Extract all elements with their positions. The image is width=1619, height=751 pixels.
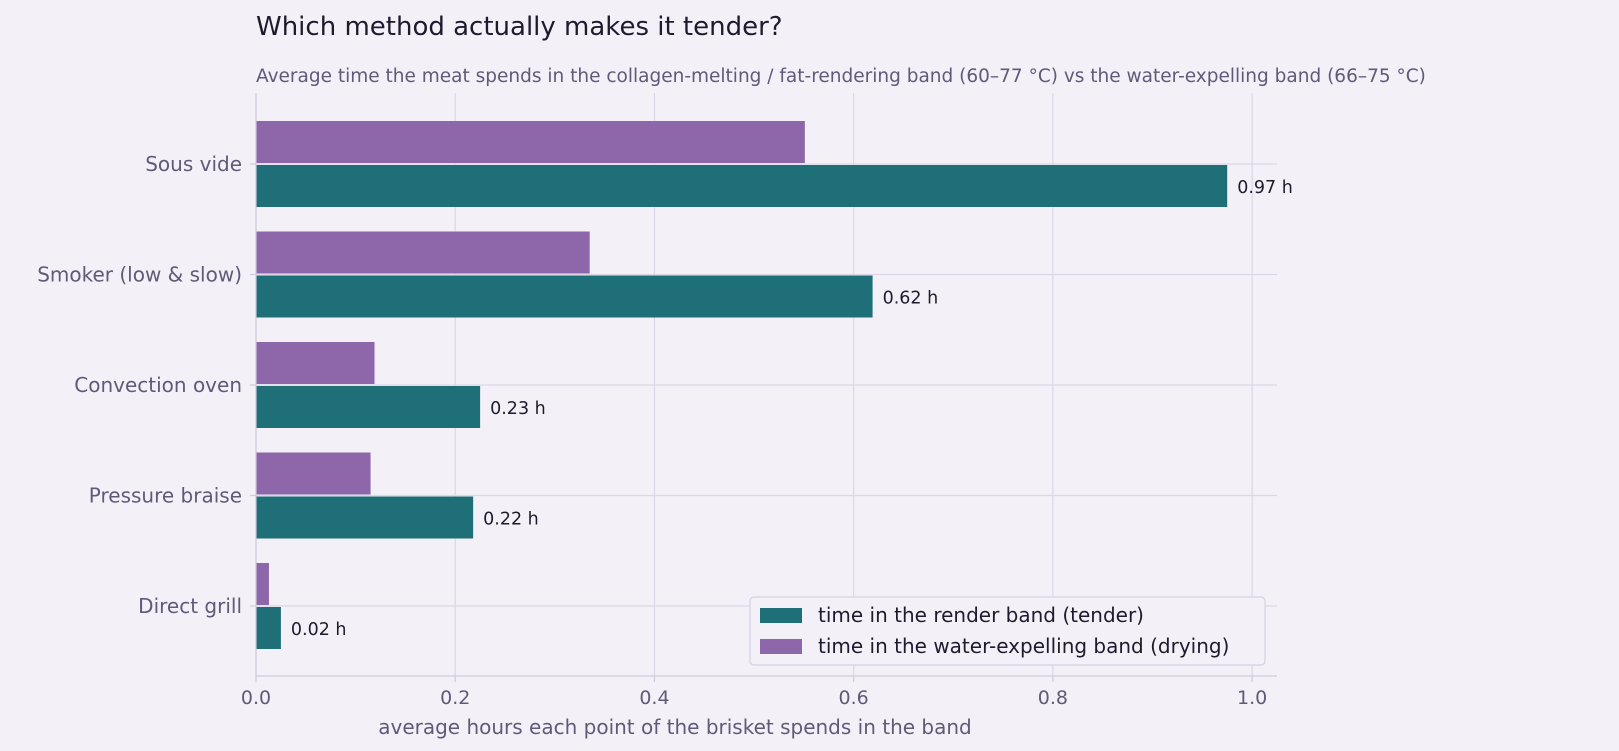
x-tick-label: 0.6 [839,687,869,709]
legend-swatch [760,608,802,623]
x-axis-label: average hours each point of the brisket … [378,715,972,739]
data-label: 0.02 h [291,620,347,640]
bar-drying [256,231,590,274]
data-label: 0.22 h [483,510,539,530]
data-label: 0.97 h [1237,178,1293,198]
bar-tender [256,607,281,649]
legend-swatch [760,639,802,654]
bar-drying [256,342,375,384]
legend: time in the render band (tender) time in … [749,596,1266,666]
category-label: Convection oven [74,373,242,397]
axes: 0.0 0.2 0.4 0.6 0.8 1.0 Sous vide Smoker (low &… [37,93,1277,709]
data-label: 0.23 h [490,399,546,419]
category-label: Direct grill [138,594,242,618]
data-labels: 0.97 h 0.62 h 0.23 h 0.22 h 0.02 h [291,178,1293,640]
bar-tender [256,386,481,428]
category-label: Sous vide [145,152,242,176]
x-tick-label: 0.0 [241,687,271,709]
bar-tender [256,496,474,539]
legend-entry: time in the render band (tender) [818,603,1144,627]
x-tick-label: 0.2 [440,687,470,709]
x-tick-label: 0.8 [1038,687,1068,709]
bar-drying [256,563,269,605]
legend-entry: time in the water-expelling band (drying… [818,634,1229,658]
bar-drying [256,121,805,163]
x-tick-label: 0.4 [639,687,669,709]
chart-title: Which method actually makes it tender? [256,12,783,42]
bar-drying [256,452,371,495]
chart-subtitle: Average time the meat spends in the coll… [256,66,1426,87]
bar-tender [256,165,1228,207]
data-label: 0.62 h [883,289,939,309]
bars [256,121,1228,649]
category-label: Smoker (low & slow) [37,263,242,287]
category-label: Pressure braise [89,484,242,508]
legend-box [749,596,1266,666]
bar-tender [256,275,873,318]
x-tick-label: 1.0 [1237,687,1267,709]
